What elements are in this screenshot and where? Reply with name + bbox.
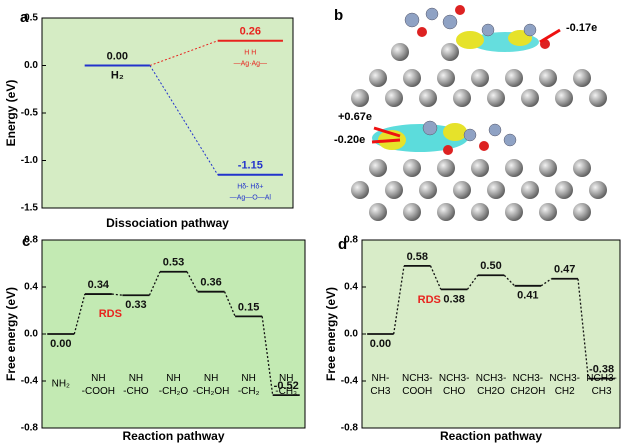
ag-atom xyxy=(403,159,421,177)
value-label: 0.38 xyxy=(443,293,464,305)
y-tick-label: 0.0 xyxy=(24,60,38,71)
arrow xyxy=(372,140,400,142)
value-label: 0.26 xyxy=(240,26,261,38)
ag-atom xyxy=(369,69,387,87)
ag-atom xyxy=(403,69,421,87)
x-axis-label: Dissociation pathway xyxy=(106,216,229,230)
value-label: 0.00 xyxy=(370,338,391,350)
species-label: H H xyxy=(244,50,256,57)
y-tick-label: -1.5 xyxy=(21,203,39,214)
charge-density-image: b -0.17e +0.67e -0.20e xyxy=(334,5,607,221)
y-tick-label: 0.0 xyxy=(24,329,38,340)
ag-atom xyxy=(539,203,557,221)
species-label: —Ag—O—Al xyxy=(230,195,272,202)
ag-atom xyxy=(403,203,421,221)
value-label: 0.36 xyxy=(200,277,221,289)
panel-label: b xyxy=(334,7,343,24)
charge-label: -0.20e xyxy=(334,134,365,146)
ag-atom xyxy=(385,181,403,199)
y-tick-label: 0.4 xyxy=(344,282,358,293)
species-label: Hδ- Hδ+ xyxy=(237,184,263,191)
ag-atom xyxy=(351,89,369,107)
arrow xyxy=(540,30,560,42)
value-label: 0.41 xyxy=(517,290,538,302)
value-label: 0.15 xyxy=(238,301,259,313)
y-tick-label: -0.4 xyxy=(341,376,359,387)
y-tick-label: 0.4 xyxy=(24,282,38,293)
ag-atom xyxy=(369,203,387,221)
y-tick-label: -0.4 xyxy=(21,376,39,387)
ag-atom xyxy=(505,69,523,87)
charge-blob xyxy=(456,31,484,49)
charge-blob xyxy=(443,123,467,141)
annotation: RDS xyxy=(418,294,441,306)
panel-label: d xyxy=(338,236,347,253)
ag-atom xyxy=(505,159,523,177)
ag-atom xyxy=(487,89,505,107)
y-tick-label: -0.8 xyxy=(341,423,359,434)
species-label: —Ag·Ag— xyxy=(234,61,267,68)
y-axis-label: Energy (eV) xyxy=(4,80,18,147)
value-label: -1.15 xyxy=(238,160,263,172)
ag-atom xyxy=(573,203,591,221)
ag-atom xyxy=(505,203,523,221)
value-label: 0.58 xyxy=(407,251,428,263)
ag-atom xyxy=(441,43,459,61)
ag-atom xyxy=(589,181,607,199)
ag-atom xyxy=(471,159,489,177)
ag-atom xyxy=(391,43,409,61)
panel-label: c xyxy=(22,233,30,250)
value-label: 0.00 xyxy=(50,338,71,350)
ag-atom xyxy=(385,89,403,107)
ag-atom xyxy=(471,69,489,87)
species-label: H₂ xyxy=(111,69,124,81)
plot-background xyxy=(42,18,293,208)
value-label: 0.50 xyxy=(480,260,501,272)
value-label: 0.47 xyxy=(554,264,575,276)
ag-atom xyxy=(487,181,505,199)
ag-atom xyxy=(521,181,539,199)
ag-atom xyxy=(573,69,591,87)
ag-atom xyxy=(369,159,387,177)
y-axis-label: Free energy (eV) xyxy=(324,287,338,381)
charge-label: -0.17e xyxy=(566,22,597,34)
value-label: 0.33 xyxy=(125,299,146,311)
panel-label: a xyxy=(20,9,29,26)
y-tick-label: -0.5 xyxy=(21,108,39,119)
x-category-label: NH₂ xyxy=(52,379,70,390)
ag-atom xyxy=(437,159,455,177)
ag-atom xyxy=(539,69,557,87)
ag-atom xyxy=(453,181,471,199)
ag-atom xyxy=(539,159,557,177)
value-label: 0.00 xyxy=(107,50,128,62)
ag-atom xyxy=(555,89,573,107)
ag-atom xyxy=(521,89,539,107)
y-axis-label: Free energy (eV) xyxy=(4,287,18,381)
x-axis-label: Reaction pathway xyxy=(122,429,224,443)
figure: b -0.17e +0.67e -0.20e 0.50.0-0.5-1.0-1.… xyxy=(0,0,624,443)
y-tick-label: -0.8 xyxy=(21,423,39,434)
ag-atom xyxy=(351,181,369,199)
ag-atom xyxy=(437,203,455,221)
ag-atom xyxy=(419,89,437,107)
x-axis-label: Reaction pathway xyxy=(440,429,542,443)
ag-atom xyxy=(471,203,489,221)
ag-atom xyxy=(555,181,573,199)
annotation: RDS xyxy=(99,308,122,320)
value-label: 0.34 xyxy=(88,279,110,291)
ag-atom xyxy=(573,159,591,177)
value-label: 0.53 xyxy=(163,257,184,269)
y-tick-label: -1.0 xyxy=(21,155,39,166)
charge-label: +0.67e xyxy=(338,111,372,123)
y-tick-label: 0.0 xyxy=(344,329,358,340)
ag-atom xyxy=(437,69,455,87)
ag-atom xyxy=(419,181,437,199)
ag-atom xyxy=(589,89,607,107)
ag-atom xyxy=(453,89,471,107)
